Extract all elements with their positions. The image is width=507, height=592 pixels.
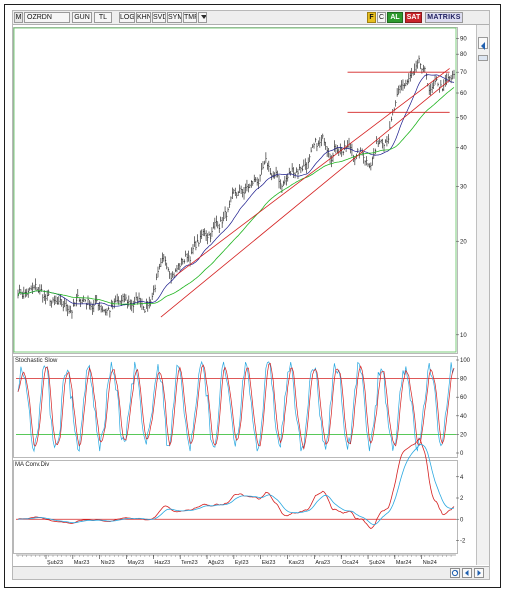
stoch-title: Stochastic Slow [15, 358, 58, 364]
macd-title: MA Conv.Div [15, 462, 49, 468]
price-y-tick-label: 60 [460, 91, 467, 97]
stochastic-panel [13, 356, 458, 458]
x-axis-label: Nis24 [423, 560, 437, 566]
right-sidebar [476, 25, 489, 565]
scroll-left-icon[interactable] [462, 568, 472, 578]
macd-y-tick-label: 2 [460, 496, 464, 502]
macd-panel [13, 460, 458, 554]
macd-signal-line [17, 443, 455, 526]
stoch-k-line [17, 360, 455, 453]
sidebar-scroll-handle[interactable] [478, 55, 488, 61]
price-panel [13, 27, 458, 354]
x-axis-label: Eyl23 [235, 560, 249, 566]
price-y-tick-label: 10 [460, 333, 467, 339]
symbol-input[interactable]: OZRDN [24, 12, 70, 23]
buy-button[interactable]: AL [387, 12, 403, 23]
refresh-icon[interactable] [450, 568, 460, 578]
price-y-tick-label: 80 [460, 52, 467, 58]
matriks-logo: MATRIKS [425, 12, 463, 23]
chart-toolbar: M OZRDN GUN TL LOG KHN SVD SYM TMP F C A… [13, 11, 489, 25]
price-y-tick-label: 90 [460, 36, 467, 42]
x-axis-label: Ağu23 [208, 560, 224, 566]
macd-y-tick-label: 0 [460, 517, 464, 523]
log-scale-button[interactable]: LOG [119, 12, 135, 23]
x-axis-label: Haz23 [154, 560, 170, 566]
bottom-scrollbar[interactable] [13, 566, 489, 579]
price-panel-highlight [13, 27, 457, 353]
ma-short-line [17, 74, 455, 307]
trend-line-upper [175, 68, 450, 276]
chart-window: M OZRDN GUN TL LOG KHN SVD SYM TMP F C A… [12, 10, 490, 580]
price-bars [17, 55, 455, 319]
chart-area[interactable]: 90 80 70 60 50 40 30 20 10 100 80 60 40 20 0 Stochastic… [13, 25, 476, 571]
khn-button[interactable]: KHN [136, 12, 151, 23]
x-axis-label: Ara23 [315, 560, 330, 566]
price-y-tick-label: 20 [460, 239, 467, 245]
stoch-y-tick-label: 100 [460, 358, 471, 364]
x-axis-label: Tem23 [181, 560, 198, 566]
macd-line [17, 437, 455, 529]
stoch-y-tick-label: 60 [460, 395, 467, 401]
ma-long-line [17, 87, 455, 305]
x-axis-label: Şub24 [369, 560, 385, 566]
x-axis-label: Kas23 [289, 560, 305, 566]
x-axis-label: Şub23 [47, 560, 63, 566]
stoch-y-tick-label: 20 [460, 432, 467, 438]
f-button[interactable]: F [367, 12, 376, 23]
stoch-y-tick-label: 0 [460, 451, 464, 457]
stoch-y-tick-label: 80 [460, 377, 467, 383]
x-axis-label: Mar23 [74, 560, 90, 566]
period-button[interactable]: GUN [72, 12, 92, 23]
tmp-button[interactable]: TMP [183, 12, 197, 23]
sym-button[interactable]: SYM [167, 12, 182, 23]
menu-button[interactable]: M [14, 12, 23, 23]
price-y-tick-label: 70 [460, 70, 467, 76]
macd-y-tick-label: -2 [460, 539, 466, 545]
price-y-tick-label: 30 [460, 185, 467, 191]
left-arrow-icon[interactable] [478, 37, 488, 50]
chevron-down-icon [201, 15, 206, 20]
template-dropdown[interactable] [198, 12, 207, 23]
scroll-right-icon[interactable] [474, 568, 484, 578]
chart-svg[interactable]: 908070605040302010100806040200Stochastic… [13, 25, 476, 566]
macd-y-tick-label: 4 [460, 475, 464, 481]
price-y-tick-label: 50 [460, 116, 467, 122]
trend-line-lower [160, 79, 450, 318]
c-button[interactable]: C [377, 12, 386, 23]
x-axis-label: Mar24 [396, 560, 412, 566]
stoch-y-tick-label: 40 [460, 414, 467, 420]
x-axis-label: Nis23 [101, 560, 115, 566]
price-y-tick-label: 40 [460, 146, 467, 152]
currency-button[interactable]: TL [94, 12, 112, 23]
sell-button[interactable]: SAT [405, 12, 422, 23]
x-axis-label: Eki23 [262, 560, 276, 566]
x-axis-label: May23 [128, 560, 145, 566]
svd-button[interactable]: SVD [152, 12, 166, 23]
stoch-d-line [17, 362, 455, 450]
x-axis-label: Oca24 [342, 560, 358, 566]
